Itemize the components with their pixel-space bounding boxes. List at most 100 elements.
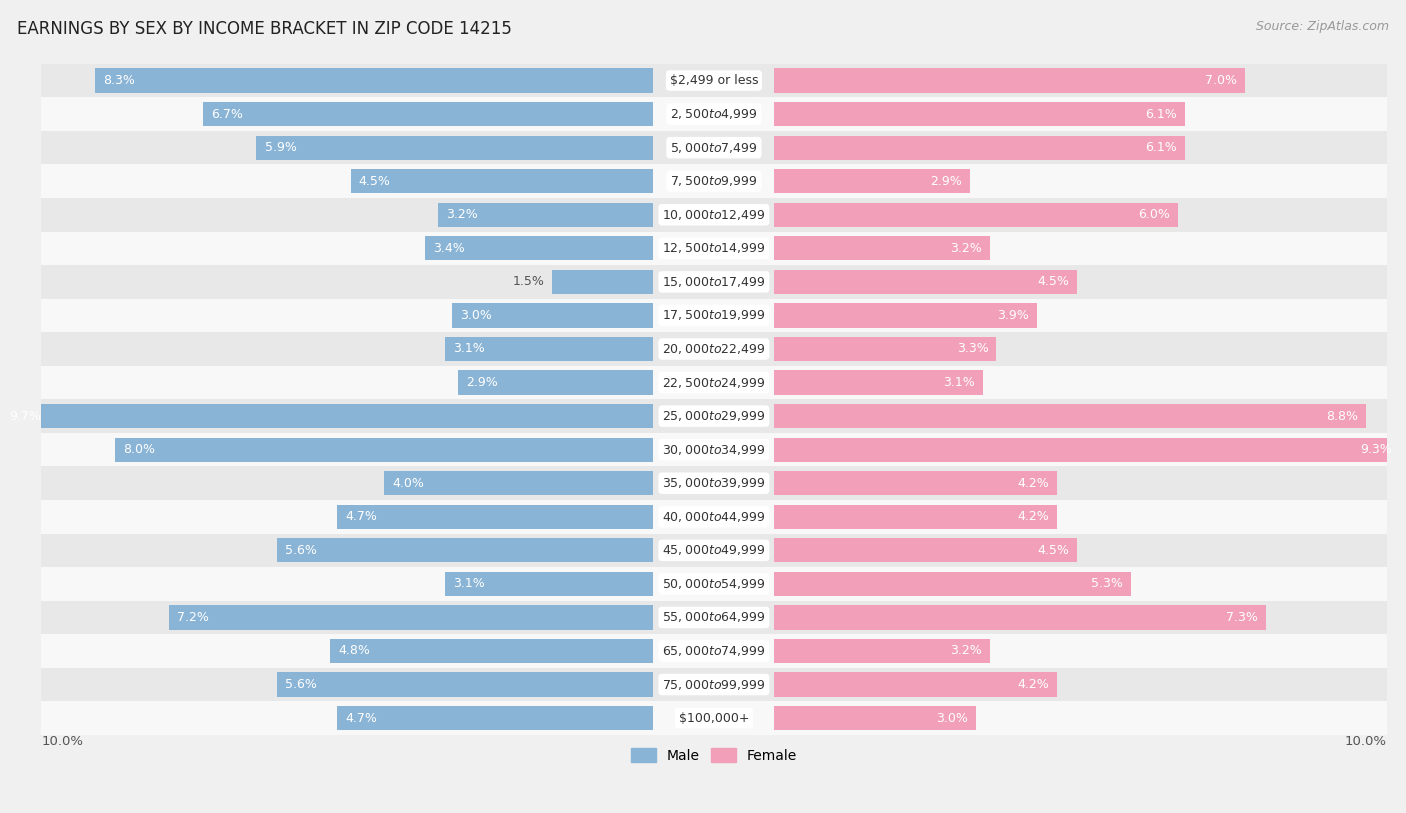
Text: $75,000 to $99,999: $75,000 to $99,999	[662, 677, 766, 692]
Bar	[41, 131, 1386, 164]
Text: 5.6%: 5.6%	[284, 678, 316, 691]
Text: 5.6%: 5.6%	[284, 544, 316, 557]
Bar	[775, 371, 983, 394]
Bar	[775, 471, 1057, 495]
Bar	[384, 471, 654, 495]
Text: 9.7%: 9.7%	[8, 410, 41, 423]
Bar	[775, 270, 1077, 294]
Bar	[350, 169, 654, 193]
Bar	[775, 303, 1036, 328]
Text: $40,000 to $44,999: $40,000 to $44,999	[662, 510, 766, 524]
Text: 6.1%: 6.1%	[1144, 107, 1177, 120]
Text: EARNINGS BY SEX BY INCOME BRACKET IN ZIP CODE 14215: EARNINGS BY SEX BY INCOME BRACKET IN ZIP…	[17, 20, 512, 38]
Legend: Male, Female: Male, Female	[626, 742, 803, 768]
Bar	[775, 572, 1130, 596]
Text: $55,000 to $64,999: $55,000 to $64,999	[662, 611, 766, 624]
Text: 4.5%: 4.5%	[1038, 544, 1069, 557]
Text: 3.1%: 3.1%	[453, 342, 485, 355]
Bar	[775, 538, 1077, 563]
Bar	[330, 639, 654, 663]
Bar	[41, 198, 1386, 232]
Text: $15,000 to $17,499: $15,000 to $17,499	[662, 275, 766, 289]
Bar	[775, 337, 997, 361]
Bar	[775, 505, 1057, 528]
Bar	[775, 706, 976, 730]
Text: 4.7%: 4.7%	[346, 711, 377, 724]
Text: 4.5%: 4.5%	[359, 175, 391, 188]
Bar	[41, 667, 1386, 702]
Text: $2,499 or less: $2,499 or less	[669, 74, 758, 87]
Text: $25,000 to $29,999: $25,000 to $29,999	[662, 409, 765, 423]
Text: 4.5%: 4.5%	[1038, 276, 1069, 289]
Bar	[444, 337, 654, 361]
Text: 8.3%: 8.3%	[103, 74, 135, 87]
Text: 2.9%: 2.9%	[467, 376, 498, 389]
Text: 10.0%: 10.0%	[1344, 735, 1386, 748]
Bar	[41, 533, 1386, 567]
Text: $2,500 to $4,999: $2,500 to $4,999	[671, 107, 758, 121]
Bar	[553, 270, 654, 294]
Bar	[41, 634, 1386, 667]
Text: 10.0%: 10.0%	[41, 735, 83, 748]
Bar	[96, 68, 654, 93]
Text: $45,000 to $49,999: $45,000 to $49,999	[662, 543, 766, 558]
Text: 7.0%: 7.0%	[1205, 74, 1237, 87]
Bar	[41, 98, 1386, 131]
Text: $22,500 to $24,999: $22,500 to $24,999	[662, 376, 766, 389]
Text: 4.2%: 4.2%	[1017, 476, 1049, 489]
Text: 8.8%: 8.8%	[1326, 410, 1358, 423]
Bar	[41, 366, 1386, 399]
Bar	[1, 404, 654, 428]
Text: 6.1%: 6.1%	[1144, 141, 1177, 154]
Text: 9.3%: 9.3%	[1360, 443, 1392, 456]
Text: $7,500 to $9,999: $7,500 to $9,999	[671, 174, 758, 189]
Bar	[775, 639, 990, 663]
Text: 4.8%: 4.8%	[339, 645, 370, 658]
Text: 6.0%: 6.0%	[1137, 208, 1170, 221]
Text: 3.2%: 3.2%	[950, 645, 981, 658]
Bar	[337, 505, 654, 528]
Text: $17,500 to $19,999: $17,500 to $19,999	[662, 308, 766, 323]
Text: 3.2%: 3.2%	[446, 208, 478, 221]
Bar	[775, 102, 1185, 126]
Bar	[115, 437, 654, 462]
Bar	[41, 164, 1386, 198]
Bar	[439, 202, 654, 227]
Text: 1.5%: 1.5%	[513, 276, 544, 289]
Text: $50,000 to $54,999: $50,000 to $54,999	[662, 577, 766, 591]
Text: 3.1%: 3.1%	[453, 577, 485, 590]
Bar	[775, 237, 990, 260]
Text: $20,000 to $22,499: $20,000 to $22,499	[662, 342, 766, 356]
Bar	[41, 232, 1386, 265]
Bar	[775, 606, 1265, 629]
Bar	[41, 601, 1386, 634]
Text: $30,000 to $34,999: $30,000 to $34,999	[662, 442, 766, 457]
Bar	[444, 572, 654, 596]
Bar	[41, 500, 1386, 533]
Text: 8.0%: 8.0%	[124, 443, 155, 456]
Text: 4.7%: 4.7%	[346, 511, 377, 524]
Text: 5.9%: 5.9%	[264, 141, 297, 154]
Text: 3.1%: 3.1%	[943, 376, 974, 389]
Text: 3.2%: 3.2%	[950, 241, 981, 254]
Text: 4.0%: 4.0%	[392, 476, 425, 489]
Bar	[425, 237, 654, 260]
Text: $5,000 to $7,499: $5,000 to $7,499	[671, 141, 758, 154]
Text: 5.3%: 5.3%	[1091, 577, 1123, 590]
Bar	[41, 702, 1386, 735]
Text: 2.9%: 2.9%	[929, 175, 962, 188]
Text: 3.0%: 3.0%	[460, 309, 492, 322]
Bar	[775, 169, 970, 193]
Bar	[775, 437, 1400, 462]
Bar	[41, 63, 1386, 98]
Text: $10,000 to $12,499: $10,000 to $12,499	[662, 208, 766, 222]
Bar	[41, 265, 1386, 298]
Bar	[41, 399, 1386, 433]
Bar	[202, 102, 654, 126]
Bar	[277, 672, 654, 697]
Bar	[775, 202, 1178, 227]
Bar	[775, 68, 1246, 93]
Text: 4.2%: 4.2%	[1017, 678, 1049, 691]
Text: 3.0%: 3.0%	[936, 711, 969, 724]
Bar	[458, 371, 654, 394]
